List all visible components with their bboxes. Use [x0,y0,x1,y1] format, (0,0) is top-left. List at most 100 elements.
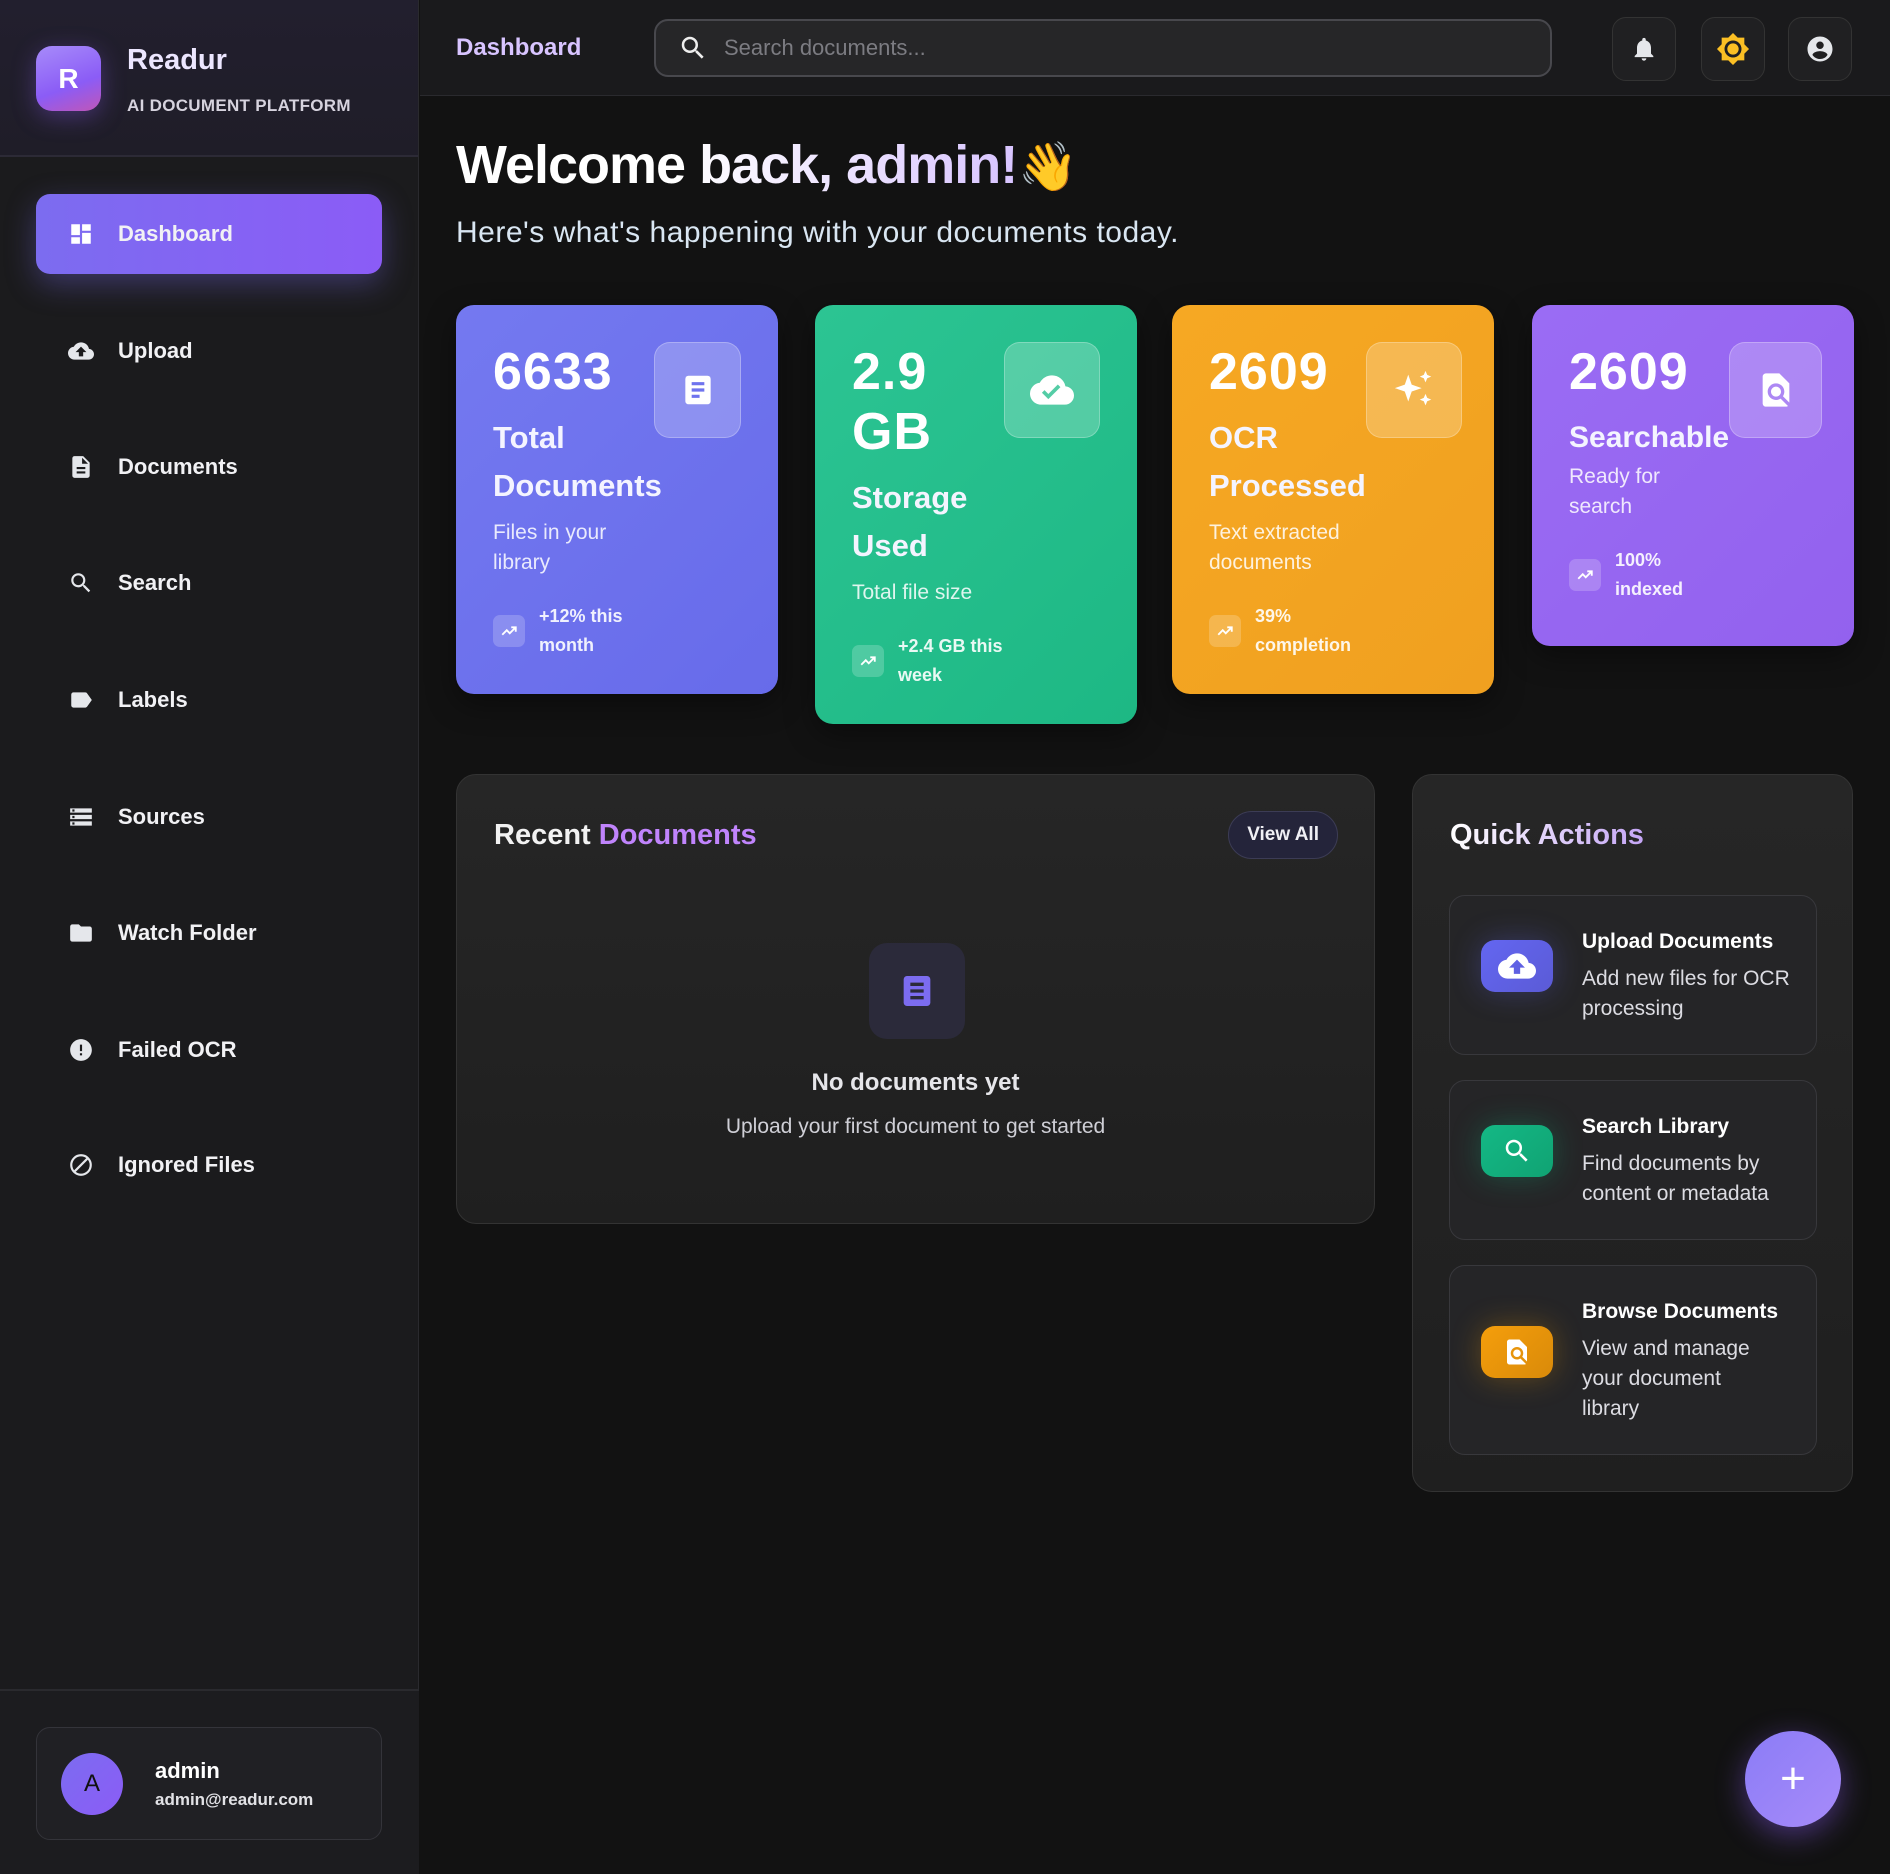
stat-description: Ready for search [1569,465,1661,518]
sidebar-item-documents[interactable]: Documents [36,427,382,507]
stat-value: 2609 [1209,343,1329,401]
stat-title: Storage Used [852,480,968,563]
sidebar-item-label: Sources [118,804,205,829]
welcome-subtitle: Here's what's happening with your docume… [456,216,1179,249]
sidebar-item-label: Watch Folder [118,920,257,945]
stat-title: OCR Processed [1209,420,1366,503]
stat-description: Total file size [852,581,973,604]
quick-action-browse-documents[interactable]: Browse Documents View and manage your do… [1449,1265,1817,1455]
stat-trend-text: +2.4 GB this week [898,636,1003,685]
top-bar: Dashboard [420,0,1890,96]
waving-hand-icon: 👋 [1018,141,1078,194]
quick-action-description: Find documents by content or metadata [1582,1152,1769,1205]
dashboard-icon [71,224,91,244]
stat-trend: +2.4 GB this week [852,632,1100,690]
search-bar[interactable] [654,19,1552,77]
sidebar-item-label: Failed OCR [118,1037,237,1062]
trending-up-icon [1209,615,1241,647]
app-logo[interactable]: R [36,46,101,111]
stat-value: 6633 [493,343,613,401]
document-icon [654,342,741,438]
quick-action-upload-documents[interactable]: Upload Documents Add new files for OCR p… [1449,895,1817,1055]
stat-card-ocr-processed[interactable]: 2609 OCR Processed Text extracted docume… [1172,305,1494,694]
sidebar-item-label: Dashboard [118,221,233,246]
add-fab-button[interactable]: + [1745,1731,1841,1827]
welcome-heading: Welcome back, admin! [456,135,1018,195]
app-name: Readur [127,44,227,76]
user-name: admin [155,1758,220,1783]
empty-state-subtitle: Upload your first document to get starte… [725,1115,1106,1138]
quick-action-title: Browse Documents [1582,1300,1779,1323]
sidebar-item-label: Documents [118,454,238,479]
label-icon [71,692,92,708]
sidebar-item-sources[interactable]: Sources [36,777,382,857]
quick-action-title: Upload Documents [1582,930,1774,953]
user-profile-card[interactable]: A admin admin@readur.com [36,1727,382,1840]
stat-trend: 39% completion [1209,602,1457,660]
sidebar-item-label: Upload [118,338,193,363]
stat-description: Text extracted documents [1209,521,1340,574]
sidebar-item-label: Labels [118,687,188,712]
stat-trend: +12% this month [493,602,741,660]
sidebar-item-upload[interactable]: Upload [36,311,382,391]
quick-actions-panel: Quick Actions Upload Documents Add new f… [1412,774,1853,1492]
folder-icon [70,924,92,942]
quick-action-search-library[interactable]: Search Library Find documents by content… [1449,1080,1817,1240]
stat-value: 2609 [1569,343,1689,401]
search-icon [71,573,91,593]
sidebar-item-ignored-files[interactable]: Ignored Files [36,1125,382,1205]
empty-state-title: No documents yet [811,1069,1020,1096]
cloud-check-icon [1004,342,1100,438]
stat-title: Total Documents [493,420,662,503]
sidebar-item-label: Search [118,570,192,595]
stat-title: Searchable [1569,421,1730,454]
app-subtitle: AI DOCUMENT PLATFORM [127,96,351,115]
document-icon [869,943,965,1039]
stat-trend-text: 100% indexed [1615,550,1684,599]
quick-action-description: View and manage your document library [1582,1337,1750,1420]
sidebar-item-labels[interactable]: Labels [36,660,382,740]
user-email: admin@readur.com [155,1790,314,1809]
stat-value: 2.9 GB [852,343,932,461]
sidebar-footer: A admin admin@readur.com [0,1689,419,1874]
bell-icon [1634,37,1654,61]
stat-trend: 100% indexed [1569,546,1817,604]
stat-description: Files in your library [493,521,607,574]
document-icon [72,456,90,478]
cloud-upload-icon [68,342,94,360]
sun-icon [1716,32,1750,66]
find-in-page-icon [1729,342,1823,438]
storage-icon [70,808,92,826]
panel-title: Recent Documents [494,819,757,851]
account-icon [1807,36,1833,62]
find-in-page-icon [1481,1326,1553,1378]
recent-documents-panel: Recent Documents View All No documents y… [456,774,1375,1224]
search-icon [1481,1125,1553,1177]
cloud-upload-icon [1481,940,1553,992]
theme-toggle-button[interactable] [1701,17,1765,81]
search-input[interactable] [724,35,1524,61]
sidebar-header: R Readur AI DOCUMENT PLATFORM [0,0,418,157]
sidebar-item-watch-folder[interactable]: Watch Folder [36,893,382,973]
sparkle-icon [1365,342,1462,438]
avatar: A [61,1753,123,1815]
stat-trend-text: +12% this month [539,606,623,655]
stat-card-searchable[interactable]: 2609 Searchable Ready for search 100% in… [1532,305,1854,646]
sidebar-item-dashboard[interactable]: Dashboard [36,194,382,274]
trending-up-icon [493,615,525,647]
page-title: Dashboard [456,34,582,61]
trending-up-icon [1569,559,1601,591]
stat-card-storage-used[interactable]: 2.9 GB Storage Used Total file size +2.4… [815,305,1137,724]
sidebar-item-search[interactable]: Search [36,543,382,623]
panel-title: Quick Actions [1450,819,1644,851]
stat-trend-text: 39% completion [1255,606,1352,655]
stat-card-total-documents[interactable]: 6633 Total Documents Files in your libra… [456,305,778,694]
search-icon [681,36,704,59]
view-all-button[interactable]: View All [1228,811,1338,859]
quick-action-description: Add new files for OCR processing [1582,967,1790,1020]
account-button[interactable] [1788,17,1852,81]
sidebar-item-failed-ocr[interactable]: Failed OCR [36,1010,382,1090]
error-icon [70,1039,92,1061]
quick-action-title: Search Library [1582,1115,1730,1138]
notifications-button[interactable] [1612,17,1676,81]
